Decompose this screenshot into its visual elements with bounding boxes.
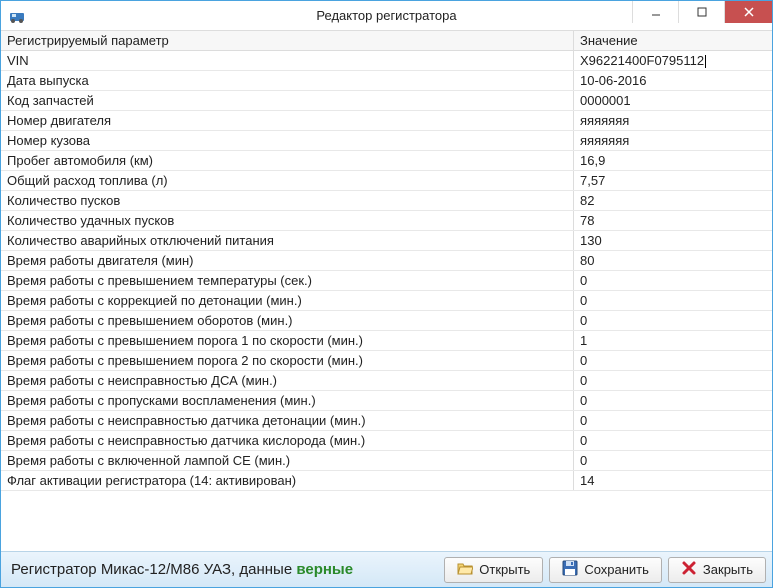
table-row[interactable]: Номер кузоваяяяяяяя	[1, 131, 772, 151]
status-highlight: верные	[296, 561, 353, 578]
maximize-button[interactable]	[678, 1, 724, 23]
minimize-button[interactable]	[632, 1, 678, 23]
cell-value[interactable]: 0	[574, 391, 772, 410]
open-folder-icon	[457, 560, 473, 579]
grid-header: Регистрируемый параметр Значение	[1, 31, 772, 51]
grid-body[interactable]: VINX96221400F0795112Дата выпуска10-06-20…	[1, 51, 772, 551]
cell-param: Дата выпуска	[1, 71, 574, 90]
table-row[interactable]: Код запчастей0000001	[1, 91, 772, 111]
cell-param: Время работы с превышением порога 2 по с…	[1, 351, 574, 370]
cell-value[interactable]: 0	[574, 351, 772, 370]
cell-value[interactable]: 7,57	[574, 171, 772, 190]
close-icon	[681, 560, 697, 579]
cell-param: Номер двигателя	[1, 111, 574, 130]
cell-param: Количество удачных пусков	[1, 211, 574, 230]
status-prefix: Регистратор Микас-12/М86 УАЗ, данные	[11, 561, 296, 578]
cell-param: Количество аварийных отключений питания	[1, 231, 574, 250]
cell-param: Время работы с коррекцией по детонации (…	[1, 291, 574, 310]
table-row[interactable]: Время работы с превышением оборотов (мин…	[1, 311, 772, 331]
cell-param: Количество пусков	[1, 191, 574, 210]
cell-param: Время работы двигателя (мин)	[1, 251, 574, 270]
table-row[interactable]: Номер двигателяяяяяяяя	[1, 111, 772, 131]
text-caret	[705, 55, 706, 68]
window-controls	[632, 1, 772, 30]
cell-param: Общий расход топлива (л)	[1, 171, 574, 190]
table-row[interactable]: Время работы с коррекцией по детонации (…	[1, 291, 772, 311]
cell-value[interactable]: X96221400F0795112	[574, 51, 772, 70]
table-row[interactable]: Количество аварийных отключений питания1…	[1, 231, 772, 251]
cell-value[interactable]: 80	[574, 251, 772, 270]
cell-param: Время работы с включенной лампой CE (мин…	[1, 451, 574, 470]
cell-param: Флаг активации регистратора (14: активир…	[1, 471, 574, 490]
save-button[interactable]: Сохранить	[549, 557, 662, 583]
cell-param: Время работы с превышением порога 1 по с…	[1, 331, 574, 350]
cell-param: Время работы с превышением оборотов (мин…	[1, 311, 574, 330]
cell-param: Номер кузова	[1, 131, 574, 150]
table-row[interactable]: Время работы с превышением температуры (…	[1, 271, 772, 291]
table-row[interactable]: Время работы с включенной лампой CE (мин…	[1, 451, 772, 471]
cell-param: Код запчастей	[1, 91, 574, 110]
table-row[interactable]: Дата выпуска10-06-2016	[1, 71, 772, 91]
cell-value[interactable]: 0	[574, 311, 772, 330]
statusbar: Регистратор Микас-12/М86 УАЗ, данные вер…	[1, 551, 772, 587]
table-row[interactable]: Количество пусков82	[1, 191, 772, 211]
button-bar: Открыть Сохранить Закрыть	[444, 557, 766, 583]
cell-param: Время работы с неисправностью ДСА (мин.)	[1, 371, 574, 390]
cell-param: Время работы с неисправностью датчика ки…	[1, 431, 574, 450]
cell-param: VIN	[1, 51, 574, 70]
cell-value[interactable]: 0	[574, 411, 772, 430]
cell-param: Пробег автомобиля (км)	[1, 151, 574, 170]
close-label: Закрыть	[703, 562, 753, 577]
cell-value[interactable]: 78	[574, 211, 772, 230]
table-row[interactable]: Время работы двигателя (мин)80	[1, 251, 772, 271]
table-row[interactable]: Пробег автомобиля (км)16,9	[1, 151, 772, 171]
close-button[interactable]: Закрыть	[668, 557, 766, 583]
cell-value[interactable]: яяяяяяя	[574, 131, 772, 150]
cell-value[interactable]: 0	[574, 291, 772, 310]
cell-value[interactable]: 16,9	[574, 151, 772, 170]
cell-value[interactable]: 0	[574, 371, 772, 390]
cell-value[interactable]: 10-06-2016	[574, 71, 772, 90]
table-row[interactable]: Флаг активации регистратора (14: активир…	[1, 471, 772, 491]
cell-value[interactable]: 0	[574, 271, 772, 290]
table-row[interactable]: Время работы с превышением порога 1 по с…	[1, 331, 772, 351]
table-row[interactable]: Количество удачных пусков78	[1, 211, 772, 231]
app-icon	[9, 8, 25, 24]
table-row[interactable]: Время работы с превышением порога 2 по с…	[1, 351, 772, 371]
table-row[interactable]: Время работы с пропусками воспламенения …	[1, 391, 772, 411]
cell-value[interactable]: яяяяяяя	[574, 111, 772, 130]
open-button[interactable]: Открыть	[444, 557, 543, 583]
save-icon	[562, 560, 578, 579]
cell-value[interactable]: 14	[574, 471, 772, 490]
cell-value[interactable]: 1	[574, 331, 772, 350]
table-row[interactable]: VINX96221400F0795112	[1, 51, 772, 71]
cell-value[interactable]: 82	[574, 191, 772, 210]
table-row[interactable]: Время работы с неисправностью датчика ки…	[1, 431, 772, 451]
cell-param: Время работы с неисправностью датчика де…	[1, 411, 574, 430]
save-label: Сохранить	[584, 562, 649, 577]
table-row[interactable]: Время работы с неисправностью ДСА (мин.)…	[1, 371, 772, 391]
status-text: Регистратор Микас-12/М86 УАЗ, данные вер…	[11, 561, 353, 578]
column-header-param[interactable]: Регистрируемый параметр	[1, 31, 574, 50]
cell-value[interactable]: 0	[574, 431, 772, 450]
column-header-value[interactable]: Значение	[574, 31, 772, 50]
table-row[interactable]: Время работы с неисправностью датчика де…	[1, 411, 772, 431]
close-window-button[interactable]	[724, 1, 772, 23]
titlebar[interactable]: Редактор регистратора	[1, 1, 772, 31]
cell-value[interactable]: 130	[574, 231, 772, 250]
cell-param: Время работы с пропусками воспламенения …	[1, 391, 574, 410]
table-row[interactable]: Общий расход топлива (л)7,57	[1, 171, 772, 191]
cell-value[interactable]: 0	[574, 451, 772, 470]
cell-value[interactable]: 0000001	[574, 91, 772, 110]
open-label: Открыть	[479, 562, 530, 577]
cell-param: Время работы с превышением температуры (…	[1, 271, 574, 290]
